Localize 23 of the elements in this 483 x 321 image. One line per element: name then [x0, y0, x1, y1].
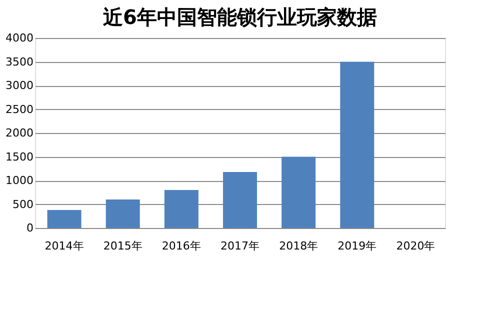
- bar: [164, 190, 198, 228]
- x-tick-label: 2019年: [338, 240, 377, 252]
- bar: [106, 200, 140, 228]
- bar: [340, 62, 374, 228]
- x-tick-label: 2017年: [220, 240, 260, 252]
- bar: [47, 210, 82, 228]
- x-tick-label: 2014年: [44, 240, 84, 252]
- y-tick-label: 1000: [6, 174, 34, 187]
- chart-title: 近6年中国智能锁行业玩家数据: [102, 5, 377, 29]
- bar: [223, 172, 257, 228]
- y-tick-label: 1500: [6, 150, 34, 164]
- y-tick-label: 3000: [6, 79, 34, 92]
- y-tick-label: 500: [12, 198, 34, 211]
- y-tick-label: 2500: [6, 102, 34, 116]
- x-tick-label: 2020年: [396, 240, 436, 252]
- bar: [282, 156, 316, 228]
- y-tick-label: 0: [26, 222, 34, 234]
- x-tick-label: 2016年: [162, 240, 201, 252]
- y-tick-label: 3500: [6, 55, 34, 68]
- y-tick-label: 2000: [6, 126, 34, 140]
- y-tick-label: 4000: [6, 32, 34, 44]
- x-tick-label: 2015年: [103, 240, 142, 252]
- x-tick-label: 2018年: [279, 240, 318, 252]
